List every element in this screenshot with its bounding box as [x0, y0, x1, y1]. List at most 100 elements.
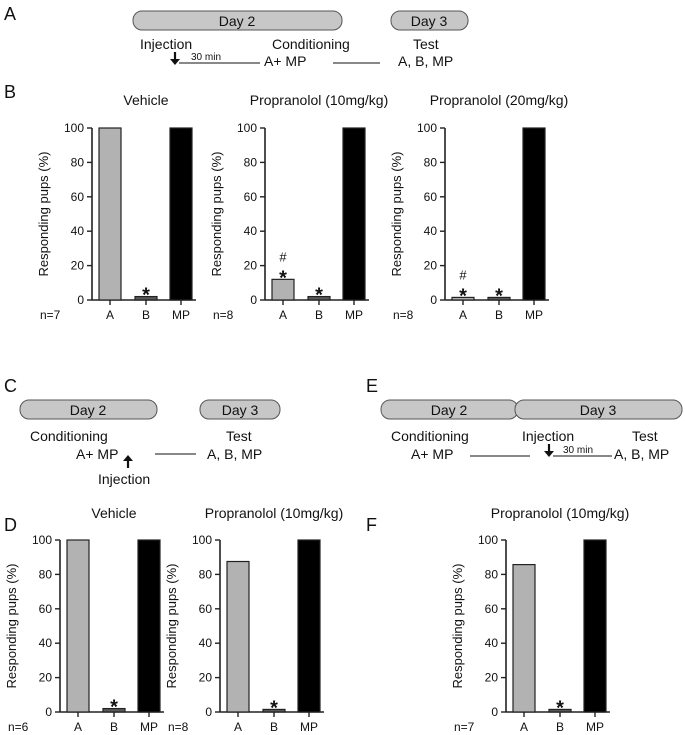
- y-tick-label: 20: [424, 259, 438, 273]
- y-axis-label: Responding pups (%): [450, 563, 465, 688]
- day3-label-a: Day 3: [411, 13, 448, 29]
- chart-3: Vehicle Responding pups (%) 0 20 40 60 80 100 A B…: [4, 505, 164, 734]
- down-arrow-icon: [170, 52, 180, 65]
- panel-a: A Day 2 Day 3 Injection 30 min Condition…: [4, 4, 469, 69]
- injection-label-e: Injection: [522, 428, 574, 444]
- significance-star: *: [270, 697, 278, 719]
- panel-e: E Day 2 Day 3 Conditioning A+ MP Injecti…: [366, 376, 683, 462]
- y-tick-label: 100: [478, 533, 498, 547]
- y-tick-label: 40: [71, 224, 85, 238]
- y-axis-label: Responding pups (%): [389, 151, 404, 276]
- x-tick-label: MP: [300, 720, 318, 734]
- day3-box-e: [514, 399, 683, 420]
- day3-box-a: [390, 10, 469, 31]
- conditioning-stim-a: A+ MP: [264, 53, 306, 69]
- chart-4: Propranolol (10mg/kg) Responding pups (%)…: [164, 505, 343, 734]
- y-tick-label: 100: [32, 533, 52, 547]
- test-label-e: Test: [632, 428, 658, 444]
- significance-star: *: [495, 285, 503, 307]
- y-axis-label: Responding pups (%): [4, 563, 19, 688]
- y-tick-label: 100: [237, 121, 257, 135]
- significance-star: *: [459, 285, 467, 307]
- y-tick-label: 0: [205, 705, 212, 719]
- bar-MP: [342, 127, 366, 301]
- injection-label-a: Injection: [140, 36, 192, 52]
- y-tick-label: 0: [491, 705, 498, 719]
- bar-A: [226, 560, 250, 713]
- y-tick-label: 100: [64, 121, 84, 135]
- chart-title: Vehicle: [91, 505, 136, 521]
- chart-2: Propranolol (20mg/kg) Responding pups (%)…: [389, 92, 568, 322]
- panel-letter-b: B: [4, 82, 16, 102]
- bar-MP: [169, 127, 193, 301]
- panel-letter-a: A: [4, 4, 16, 24]
- panel-letter-e: E: [366, 376, 378, 396]
- x-tick-label: A: [106, 308, 114, 322]
- day2-label-e: Day 2: [431, 402, 468, 418]
- bar-MP: [297, 539, 321, 713]
- panel-letter-f: F: [366, 515, 377, 535]
- n-label: n=8: [213, 308, 234, 322]
- y-axis-label: Responding pups (%): [36, 151, 51, 276]
- day3-box-c: [199, 399, 281, 420]
- x-tick-label: A: [279, 308, 287, 322]
- y-tick-label: 20: [244, 259, 258, 273]
- bar-A: [66, 539, 90, 713]
- y-tick-label: 80: [424, 155, 438, 169]
- conditioning-stim-e: A+ MP: [411, 446, 453, 462]
- n-label: n=7: [40, 308, 61, 322]
- x-tick-label: B: [270, 720, 278, 734]
- y-tick-label: 20: [485, 671, 499, 685]
- y-tick-label: 80: [485, 567, 499, 581]
- conditioning-label-e: Conditioning: [391, 428, 469, 444]
- day2-label-a: Day 2: [219, 13, 256, 29]
- bar-MP: [137, 539, 161, 713]
- panel-c: C Day 2 Day 3 Conditioning A+ MP Injecti…: [4, 376, 281, 487]
- interval-label-e: 30 min: [563, 445, 593, 456]
- chart-1: Propranolol (10mg/kg) Responding pups (%)…: [209, 92, 388, 322]
- significance-star: *: [110, 697, 118, 719]
- y-tick-label: 0: [250, 293, 257, 307]
- n-label: n=7: [454, 720, 475, 734]
- day3-label-c: Day 3: [222, 402, 259, 418]
- y-tick-label: 100: [192, 533, 212, 547]
- significance-hash: #: [459, 267, 467, 282]
- x-tick-label: MP: [172, 308, 190, 322]
- injection-label-c: Injection: [98, 471, 150, 487]
- panel-letter-c: C: [4, 376, 17, 396]
- y-tick-label: 20: [71, 259, 85, 273]
- x-tick-label: B: [495, 308, 503, 322]
- x-tick-label: MP: [140, 720, 158, 734]
- y-tick-label: 60: [485, 602, 499, 616]
- significance-hash: #: [279, 249, 287, 264]
- test-stims-a: A, B, MP: [398, 53, 453, 69]
- y-tick-label: 40: [39, 636, 53, 650]
- x-tick-label: MP: [586, 720, 604, 734]
- chart-title: Propranolol (10mg/kg): [250, 92, 389, 108]
- y-tick-label: 80: [244, 155, 258, 169]
- test-label-c: Test: [226, 428, 252, 444]
- test-label-a: Test: [413, 36, 439, 52]
- day2-box-a: [132, 10, 343, 31]
- x-tick-label: MP: [345, 308, 363, 322]
- y-tick-label: 80: [199, 567, 213, 581]
- bar-MP: [522, 127, 546, 301]
- y-axis-label: Responding pups (%): [209, 151, 224, 276]
- y-tick-label: 0: [430, 293, 437, 307]
- conditioning-label-a: Conditioning: [272, 36, 350, 52]
- x-tick-label: MP: [525, 308, 543, 322]
- y-tick-label: 40: [244, 224, 258, 238]
- y-tick-label: 80: [39, 567, 53, 581]
- down-arrow-icon: [544, 444, 554, 457]
- significance-star: *: [315, 285, 323, 307]
- conditioning-label-c: Conditioning: [30, 428, 108, 444]
- x-tick-label: A: [234, 720, 242, 734]
- interval-label-a: 30 min: [191, 52, 221, 63]
- x-tick-label: B: [110, 720, 118, 734]
- chart-0: Vehicle Responding pups (%) 0 20 40 60 80 100 A B…: [36, 92, 196, 322]
- x-tick-label: A: [520, 720, 528, 734]
- chart-title: Vehicle: [123, 92, 168, 108]
- day2-box-c: [19, 399, 158, 420]
- x-tick-label: B: [556, 720, 564, 734]
- y-tick-label: 20: [39, 671, 53, 685]
